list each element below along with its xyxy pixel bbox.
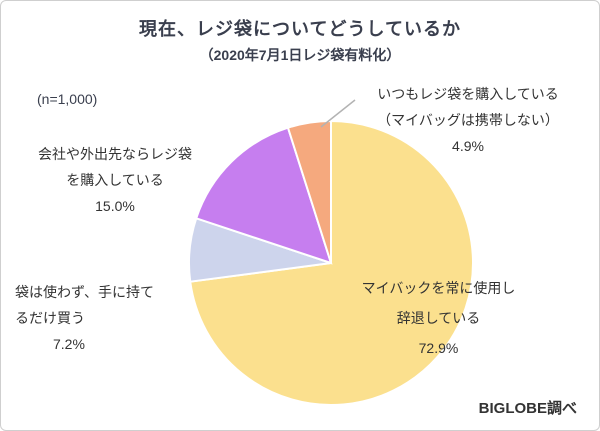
leader-line [320, 99, 356, 128]
source-label: BIGLOBE調べ [478, 400, 577, 417]
annotation-value: 15.0% [95, 198, 135, 214]
annotation-always-buy: いつもレジ袋を購入している （マイバッグは携帯しない） 4.9% [353, 81, 583, 159]
sample-size-label: (n=1,000) [37, 91, 98, 107]
annotation-mybag: マイバックを常に使用し 辞退している 72.9% [341, 273, 536, 363]
annotation-line: 辞退している [396, 310, 481, 326]
chart-subtitle: （2020年7月1日レジ袋有料化） [199, 47, 401, 63]
annotation-line: るだけ買う [15, 310, 85, 326]
pie-slice-3 [286, 119, 332, 264]
annotation-line: 会社や外出先ならレジ袋 [38, 146, 192, 162]
pie-slices [187, 119, 474, 406]
annotation-hand-carry: 袋は使わず、手に持て るだけ買う 7.2% [15, 279, 190, 357]
annotation-line: いつもレジ袋を購入している [377, 86, 559, 102]
annotation-line: を購入している [66, 172, 164, 188]
annotation-value: 7.2% [53, 336, 85, 352]
annotation-line: マイバックを常に使用し [361, 280, 516, 296]
annotation-line: 袋は使わず、手に持て [15, 284, 155, 300]
annotation-value: 72.9% [418, 340, 459, 356]
annotation-office-buy: 会社や外出先ならレジ袋 を購入している 15.0% [21, 141, 209, 219]
pie-slice-2 [194, 126, 333, 265]
chart-title: 現在、レジ袋についてどうしているか [139, 19, 461, 39]
annotation-line: （マイバッグは携帯しない） [377, 112, 559, 128]
annotation-value: 4.9% [452, 138, 484, 154]
